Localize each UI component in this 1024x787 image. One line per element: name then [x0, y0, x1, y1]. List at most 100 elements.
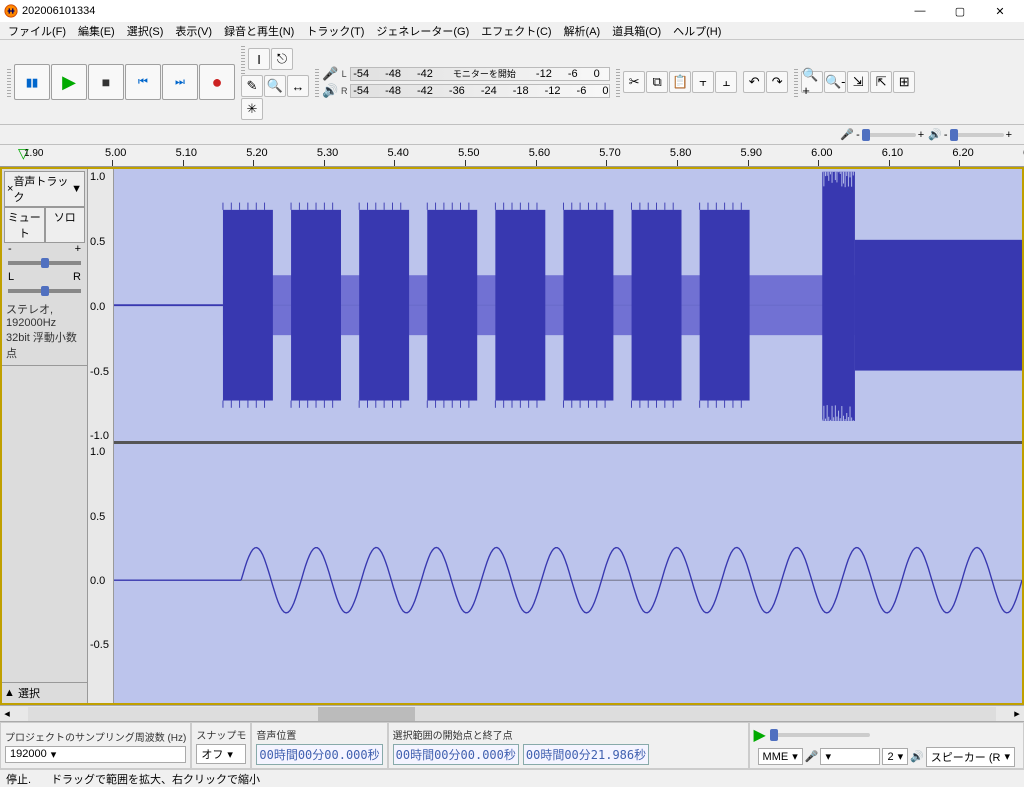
play-device-select[interactable]: スピーカー (R▾: [926, 747, 1015, 767]
playback-speed-slider[interactable]: [770, 733, 870, 737]
window-title: 202006101334: [22, 5, 900, 17]
speaker-icon: 🔊: [928, 128, 942, 141]
amplitude-ruler-bottom: 1.00.50.0-0.5-1.0: [88, 444, 114, 705]
main-toolbar: ▮▮ ▶ ■ ⏮ ⏭ ● I ⎋ ✎ 🔍 ↔ ✳ 🎤L-54-48-42モニター…: [0, 40, 1024, 125]
status-hint: ドラッグで範囲を拡大、右クリックで縮小: [51, 771, 260, 787]
envelope-tool[interactable]: ⎋: [271, 48, 293, 70]
cut-button[interactable]: ✂: [623, 71, 645, 93]
silence-button[interactable]: ⫠: [715, 71, 737, 93]
menu-tracks[interactable]: トラック(T): [302, 23, 368, 39]
menu-generate[interactable]: ジェネレーター(G): [372, 23, 473, 39]
ruler-tick: 5.30: [324, 160, 325, 166]
snap-select[interactable]: オフ▾: [196, 744, 246, 764]
zoom-toggle-button[interactable]: ⊞: [893, 71, 915, 93]
track-collapse[interactable]: ▲ 選択: [2, 682, 87, 703]
audio-position-field[interactable]: 00時間00分00.000秒: [256, 744, 382, 765]
skip-end-button[interactable]: ⏭: [162, 64, 198, 100]
record-button[interactable]: ●: [199, 64, 235, 100]
copy-button[interactable]: ⧉: [646, 71, 668, 93]
rec-volume[interactable]: 🎤-.hslider.rec::after{left:80%}+: [840, 128, 924, 141]
track-title-bar[interactable]: × 音声トラック ▼: [4, 171, 85, 207]
minimize-button[interactable]: —: [900, 0, 940, 22]
amplitude-ruler-top: 1.00.50.0-0.5-1.0: [88, 169, 114, 444]
waveform-channel-top[interactable]: [114, 169, 1022, 444]
menu-view[interactable]: 表示(V): [171, 23, 216, 39]
audio-host-select[interactable]: MME▾: [758, 748, 803, 765]
rec-meter-l[interactable]: -54-48-42モニターを開始-12-60: [350, 67, 610, 81]
ruler-tick: 5.00: [112, 160, 113, 166]
selection-start-field[interactable]: 00時間00分00.000秒: [393, 744, 519, 765]
gain-slider[interactable]: [8, 261, 81, 265]
audio-position-group: 音声位置 00時間00分00.000秒: [251, 722, 387, 769]
track-format-info: ステレオ, 192000Hz32bit 浮動小数点: [4, 299, 85, 363]
tools-toolbar: I ⎋ ✎ 🔍 ↔ ✳: [240, 43, 310, 121]
redo-button[interactable]: ↷: [766, 71, 788, 93]
fit-project-button[interactable]: ⇱: [870, 71, 892, 93]
mic-icon: 🎤: [805, 750, 819, 763]
menu-transport[interactable]: 録音と再生(N): [220, 23, 298, 39]
speaker-icon: 🔊: [910, 750, 924, 763]
zoom-out-button[interactable]: 🔍-: [824, 71, 846, 93]
waveform-channel-bottom[interactable]: [114, 444, 1022, 705]
trim-button[interactable]: ⫟: [692, 71, 714, 93]
fit-selection-button[interactable]: ⇲: [847, 71, 869, 93]
undo-button[interactable]: ↶: [743, 71, 765, 93]
menu-select[interactable]: 選択(S): [123, 23, 168, 39]
paste-button[interactable]: 📋: [669, 71, 691, 93]
ruler-tick: 5.10: [183, 160, 184, 166]
timeshift-tool[interactable]: ↔: [287, 75, 309, 97]
zoom-tool[interactable]: 🔍: [264, 75, 286, 97]
play-at-speed-button[interactable]: ▶: [754, 725, 766, 745]
mixer-toolbar: 🎤-.hslider.rec::after{left:80%}+ 🔊-+: [0, 125, 1024, 145]
mic-icon: 🎤: [840, 128, 854, 141]
main-track-area: × 音声トラック ▼ ミュート ソロ -+ LR ステレオ, 192000Hz3…: [0, 167, 1024, 705]
ruler-start: 1.90: [24, 148, 43, 159]
menubar: ファイル(F) 編集(E) 選択(S) 表示(V) 録音と再生(N) トラック(…: [0, 22, 1024, 40]
status-bar: 停止. ドラッグで範囲を拡大、右クリックで縮小: [0, 769, 1024, 787]
play-volume[interactable]: 🔊-+: [928, 128, 1012, 141]
draw-tool[interactable]: ✎: [241, 75, 263, 97]
timeline-ruler[interactable]: ▽ 1.90 5.005.105.205.305.405.505.605.705…: [0, 145, 1024, 167]
ruler-tick: 5.40: [394, 160, 395, 166]
pause-button[interactable]: ▮▮: [14, 64, 50, 100]
horizontal-scrollbar[interactable]: ◂ ▸: [0, 705, 1024, 721]
maximize-button[interactable]: ▢: [940, 0, 980, 22]
selection-tool[interactable]: I: [248, 48, 270, 70]
monitor-label[interactable]: モニターを開始: [453, 67, 516, 80]
mic-icon: 🎤: [322, 66, 338, 82]
track-menu-icon[interactable]: ▼: [71, 183, 82, 195]
transport-toolbar: ▮▮ ▶ ■ ⏮ ⏭ ●: [6, 63, 236, 101]
ruler-tick: 5.20: [253, 160, 254, 166]
close-button[interactable]: ✕: [980, 0, 1020, 22]
stop-button[interactable]: ■: [88, 64, 124, 100]
zoom-toolbar: 🔍+ 🔍- ⇲ ⇱ ⊞: [793, 66, 916, 98]
speaker-icon: 🔊: [322, 83, 338, 99]
rec-channels-select[interactable]: 2▾: [882, 748, 908, 765]
selection-end-field[interactable]: 00時間00分21.986秒: [523, 744, 649, 765]
menu-help[interactable]: ヘルプ(H): [669, 23, 725, 39]
play-meter-l[interactable]: -54-48-42-36-24-18-12-60: [350, 84, 610, 98]
scrollbar-thumb[interactable]: [318, 707, 415, 721]
solo-button[interactable]: ソロ: [45, 207, 86, 243]
menu-edit[interactable]: 編集(E): [74, 23, 119, 39]
ruler-tick: 6.20: [959, 160, 960, 166]
menu-tools[interactable]: 道具箱(O): [608, 23, 665, 39]
zoom-in-button[interactable]: 🔍+: [801, 71, 823, 93]
device-toolbar: MME▾ 🎤 ▾ 2▾ 🔊 スピーカー (R▾: [754, 747, 1019, 767]
skip-start-button[interactable]: ⏮: [125, 64, 161, 100]
mute-button[interactable]: ミュート: [4, 207, 45, 243]
menu-file[interactable]: ファイル(F): [4, 23, 70, 39]
track-control-panel: × 音声トラック ▼ ミュート ソロ -+ LR ステレオ, 192000Hz3…: [2, 169, 88, 703]
play-button[interactable]: ▶: [51, 64, 87, 100]
rec-device-select[interactable]: ▾: [820, 748, 880, 765]
menu-effect[interactable]: エフェクト(C): [477, 23, 555, 39]
selection-group: 選択範囲の開始点と終了点 00時間00分00.000秒 00時間00分21.98…: [388, 722, 749, 769]
multi-tool[interactable]: ✳: [241, 98, 263, 120]
undo-toolbar: ↶ ↷: [742, 70, 789, 94]
menu-analyze[interactable]: 解析(A): [560, 23, 605, 39]
pan-slider[interactable]: [8, 289, 81, 293]
ruler-tick: 6.00: [818, 160, 819, 166]
project-rate-select[interactable]: 192000▾: [5, 746, 186, 763]
ruler-tick: 5.80: [677, 160, 678, 166]
rec-meter-toolbar: 🎤L-54-48-42モニターを開始-12-60 🔊R-54-48-42-36-…: [314, 65, 611, 100]
